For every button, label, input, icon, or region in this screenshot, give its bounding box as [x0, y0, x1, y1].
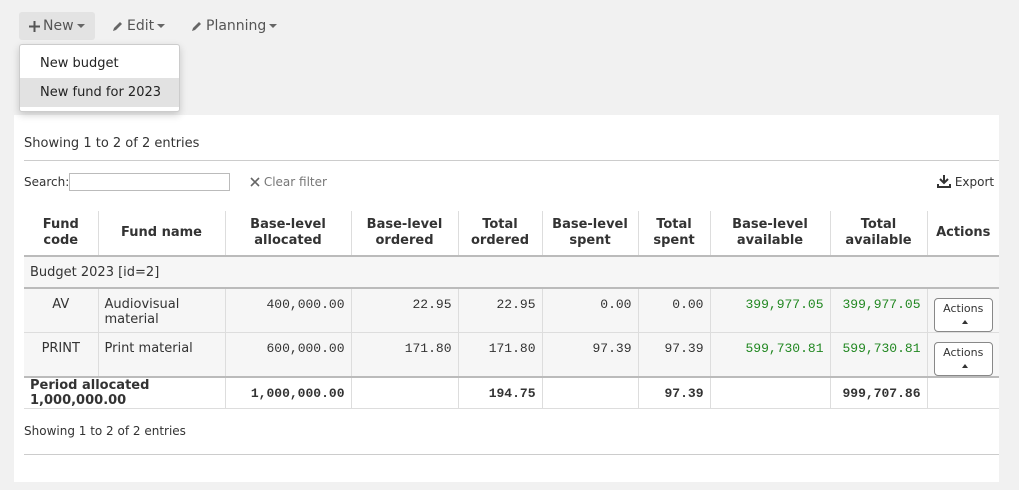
column-header: Fund name [97, 211, 226, 257]
cell: 599,730.81 [829, 332, 928, 378]
cell: 97.39 [637, 332, 711, 378]
actions-cell: Actions [926, 332, 999, 378]
actions-button[interactable]: Actions [933, 342, 993, 376]
cell: 97.39 [541, 332, 639, 378]
funds-table: Fund code Fund name Base-level allocated Ba… [24, 211, 999, 409]
column-header: Total available [829, 211, 928, 257]
clear-filter[interactable]: Clear filter [250, 175, 327, 189]
plus-icon [29, 21, 40, 32]
button-label: Planning [206, 18, 267, 34]
footer-row: Period allocated 1,000,000.00 1,000,000.0… [24, 376, 999, 409]
cell: 600,000.00 [224, 332, 352, 378]
cell: Audiovisual material [97, 287, 226, 333]
planning-button[interactable]: Planning [181, 12, 287, 40]
actions-label: Actions [943, 302, 984, 315]
new-button[interactable]: New [19, 12, 95, 40]
column-header: Base-level spent [541, 211, 639, 257]
cell: Print material [97, 332, 226, 378]
footer-cell [350, 376, 459, 409]
cell: PRINT [24, 332, 99, 378]
group-label: Budget 2023 [id=2] [24, 255, 999, 289]
button-label: New [43, 18, 74, 34]
divider [24, 160, 999, 161]
button-label: Edit [127, 18, 155, 34]
export-button[interactable]: Export [937, 175, 994, 189]
cell: 0.00 [637, 287, 711, 333]
fund-row: AV Audiovisual material 400,000.00 22.95 22.… [24, 287, 999, 333]
dropdown-menu: New budget New fund for 2023 [19, 44, 180, 112]
edit-button[interactable]: Edit [102, 12, 175, 40]
actions-label: Actions [943, 346, 984, 359]
pencil-icon [192, 22, 201, 31]
footer-cell: 97.39 [637, 376, 711, 409]
cell: 171.80 [350, 332, 459, 378]
group-row: Budget 2023 [id=2] [24, 255, 999, 289]
column-header: Base-level available [709, 211, 831, 257]
table-info: Showing 1 to 2 of 2 entries [24, 136, 200, 151]
cell: 171.80 [457, 332, 543, 378]
fund-row: PRINT Print material 600,000.00 171.80 171.8… [24, 332, 999, 378]
menu-item[interactable]: New budget [40, 56, 119, 71]
column-header: Total ordered [457, 211, 543, 257]
cell: 599,730.81 [709, 332, 831, 378]
download-icon [937, 175, 951, 188]
cell: 22.95 [350, 287, 459, 333]
x-icon [250, 177, 260, 187]
cell: 22.95 [457, 287, 543, 333]
caret-up [961, 364, 968, 368]
cell: 399,977.05 [829, 287, 928, 333]
cell: AV [24, 287, 99, 333]
menu-item[interactable]: New fund for 2023 [20, 78, 179, 107]
column-header: Fund code [24, 211, 99, 257]
column-header: Base-level ordered [350, 211, 459, 257]
clear-filter-label: Clear filter [263, 175, 327, 189]
footer-cell [709, 376, 831, 409]
search-label: Search: [24, 175, 70, 189]
footer-cell [541, 376, 639, 409]
footer-cell: Period allocated 1,000,000.00 [24, 376, 226, 409]
pencil-icon [113, 22, 122, 31]
export-label: Export [954, 175, 995, 189]
actions-cell: Actions [926, 287, 999, 333]
divider [24, 454, 999, 455]
actions-button[interactable]: Actions [933, 298, 993, 332]
caret-up [961, 320, 968, 324]
cell: 400,000.00 [224, 287, 352, 333]
footer-cell: 194.75 [457, 376, 543, 409]
cell: 0.00 [541, 287, 639, 333]
footer-cell: 1,000,000.00 [224, 376, 352, 409]
search-input[interactable] [69, 173, 230, 191]
column-header: Actions [926, 211, 999, 257]
column-header: Total spent [637, 211, 711, 257]
column-header: Base-level allocated [224, 211, 352, 257]
footer-cell: 999,707.86 [829, 376, 928, 409]
table-info: Showing 1 to 2 of 2 entries [24, 424, 186, 438]
footer-cell [926, 376, 999, 409]
cell: 399,977.05 [709, 287, 831, 333]
